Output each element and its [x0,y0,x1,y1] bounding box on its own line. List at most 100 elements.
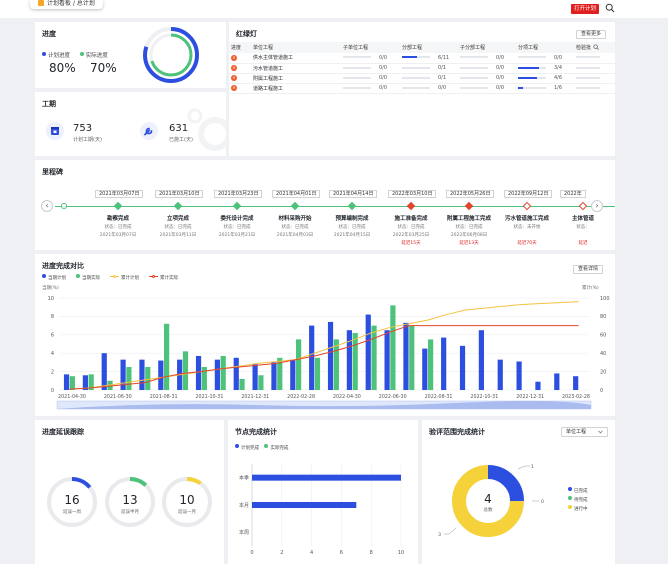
legend-item[interactable]: 进行中 [568,505,588,514]
legend-item[interactable]: 累计计划 [110,274,139,281]
cell-value: 3/4 [554,65,563,71]
bar-plan [120,359,126,390]
milestone-actual-date: 2021年04月03日 [276,233,314,238]
milestone-date: 2021年03月10日 [155,190,204,198]
table-row[interactable]: ✕ 污水管道施工 0/0 0/1 0/0 3/4 [229,63,615,74]
legend-item[interactable]: 当期计划 [42,274,66,281]
line-cumulative-actual [69,325,579,390]
y-tick-label: 10 [48,296,54,302]
comparison-title: 进度完成对比 [42,262,84,270]
duration-title: 工期 [42,100,56,108]
table-cell: ✕ [229,73,251,84]
error-status-icon: ✕ [231,85,237,91]
milestone-name: 勘察完成 [106,216,129,222]
milestone-date: 2022年 [560,190,586,198]
progress-bar [343,66,371,69]
progress-bar [460,66,488,69]
cell-value: 0/1 [438,75,447,81]
table-row[interactable]: ✕ 供水主体管道施工 0/0 6/11 0/0 0/0 [229,53,615,64]
milestone-status: 状态：已完成 [281,225,309,230]
table-cell: 0/0 [458,63,516,74]
next-milestone-button[interactable]: › [591,200,603,212]
view-detail-button[interactable]: 查看详情 [573,265,604,274]
bar-actual [69,376,75,390]
filter-icon[interactable] [593,44,599,50]
milestone-actual-date: 2022年06月08日 [450,233,488,238]
redlight-table: 进度 单位工程 子单位工程 分部工程 子分部工程 分项工程 检验批 ✕ 供水主体管… [229,42,615,94]
bar-plan [101,353,107,390]
table-cell: 0/0 [341,63,400,74]
bar-actual [428,339,434,390]
legend-item[interactable]: 已完成 [568,487,588,496]
legend-item[interactable]: 待完成 [568,496,588,505]
plan-dot-icon [235,444,239,448]
milestone-actual-date: 2021年03月11日 [159,233,197,238]
plan-progress-ring [143,27,199,83]
milestone-actual-date: 2021年03月07日 [99,233,137,238]
callout-line [517,465,530,470]
bar-plan [497,359,503,390]
legend-item[interactable]: 累计实际 [149,274,178,281]
cell-value: 0/0 [496,65,505,71]
table-row[interactable]: ✕ 道路工程施工 0/0 0/0 0/0 1/6 [229,83,615,94]
x-tick-label: 2021-04-30 [58,394,86,400]
prev-milestone-button[interactable]: ‹ [41,200,53,212]
table-cell: 0/0 [341,53,400,64]
x-tick-label: 2022-02-28 [287,394,315,400]
col-header: 单位工程 [251,42,341,53]
table-row[interactable]: ✕ 附属工程施工 0/0 0/1 0/0 4/6 [229,73,615,84]
x-tick-label: 2021-12-31 [241,394,269,400]
x-tick-label: 2021-06-30 [104,394,132,400]
node-card: 节点完成统计 计划完成 实际完成 0 2 4 6 8 10 本季 本月 本周 [228,420,418,564]
donut-total: 4 [484,492,492,506]
legend-item[interactable]: 当期实际 [76,274,100,281]
donut-total-label: 总数 [484,506,493,513]
delay-count: 10 [179,493,194,507]
plan-days-label: 计划工期(天) [73,137,102,143]
legend-label: 已完成 [574,489,588,494]
view-more-button[interactable]: 查看更多 [576,30,607,39]
unit-filter-select[interactable]: 单位工程 [561,427,608,437]
progress-title: 进度 [42,30,56,38]
callout-label: 1 [531,464,534,470]
search-icon[interactable] [605,3,615,13]
open-plan-button[interactable]: 打开计划 [571,4,599,14]
delay-label: 延误一月 [178,508,196,515]
table-cell: 0/0 [341,83,400,94]
col-header: 分部工程 [400,42,458,53]
progress-bar [576,66,600,69]
x-tick-label: 2022-10-31 [470,394,498,400]
timeline-start-icon [61,203,67,209]
bar-plan [459,345,466,390]
acceptance-legend: 已完成 待完成 进行中 [568,487,588,514]
cell-value: 6/11 [438,54,450,61]
actual-label: 实际进度 [85,53,108,59]
milestone-name: 材料采购开始 [278,216,312,222]
bar-plan [346,330,352,390]
actual-dot-icon [79,52,84,56]
legend-label: 累计实际 [160,276,178,281]
zoom-slider-preview [57,400,591,409]
cell-value: 0/0 [554,54,563,61]
legend-actual: 实际完成 [270,446,289,451]
cell-value: 0/0 [438,85,447,91]
y2-tick-label: 60 [600,333,606,339]
unit-name: 附属工程施工 [253,75,284,82]
progress-bar [402,76,430,79]
bar-plan [271,362,277,390]
milestone-name: 立项完成 [166,216,189,222]
acceptance-donut-chart: 4总数 1 0 3 [438,464,544,538]
table-cell: 0/0 [400,83,458,94]
legend-line-icon [149,274,158,278]
bar-plan [403,322,409,390]
progress-card: 进度 计划进度 实际进度 80% 70% [35,22,226,88]
bar-actual [164,323,170,390]
bar-actual [182,351,189,390]
table-cell: 6/11 [400,53,458,64]
x-tick-label: 2021-08-31 [150,394,178,400]
bar-actual [88,374,94,390]
bar-actual [220,355,226,390]
y2-tick-label: 0 [600,388,603,394]
left-axis-label: 当期(%) [42,286,59,291]
